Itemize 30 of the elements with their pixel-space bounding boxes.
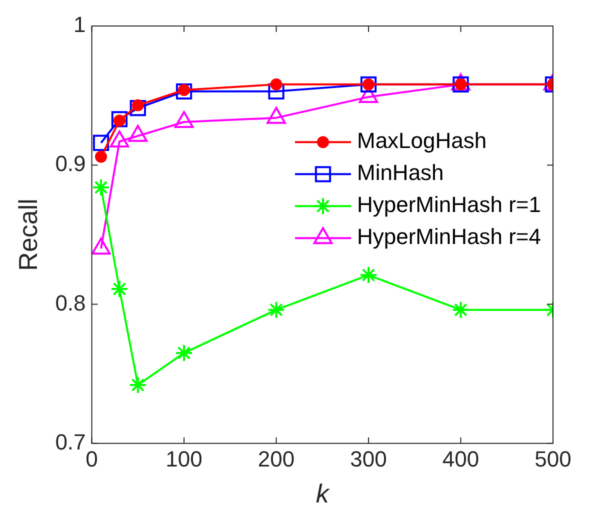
x-tick-label: 0 — [86, 446, 98, 472]
legend-label: MaxLogHash — [356, 128, 487, 154]
y-tick-label: 1 — [74, 12, 86, 38]
x-tick-label: 500 — [534, 446, 572, 472]
point — [176, 83, 192, 100]
point — [360, 266, 378, 284]
point — [270, 78, 282, 90]
point — [175, 344, 194, 362]
point — [267, 300, 286, 319]
x-tick-label: 300 — [350, 446, 387, 472]
x-axis-title: k — [316, 478, 331, 509]
y-tick-label: 0.9 — [55, 151, 86, 176]
point — [111, 111, 128, 128]
point — [128, 376, 147, 394]
point — [95, 150, 108, 163]
x-tick-label: 100 — [166, 446, 202, 472]
x-tick-label: 400 — [442, 446, 480, 472]
point — [110, 280, 128, 298]
point — [452, 300, 470, 319]
y-axis-title: Recall — [12, 198, 43, 271]
legend-label: HyperMinHash r=4 — [356, 224, 541, 250]
x-tick-label: 200 — [258, 446, 295, 472]
point — [92, 134, 110, 151]
point — [92, 178, 110, 196]
y-tick-label: 0.8 — [55, 290, 86, 316]
point — [268, 83, 284, 100]
legend-label: HyperMinHash r=1 — [356, 192, 541, 218]
legend-label: MinHash — [356, 160, 444, 186]
y-tick-label: 0.7 — [55, 429, 86, 454]
point — [130, 100, 146, 116]
